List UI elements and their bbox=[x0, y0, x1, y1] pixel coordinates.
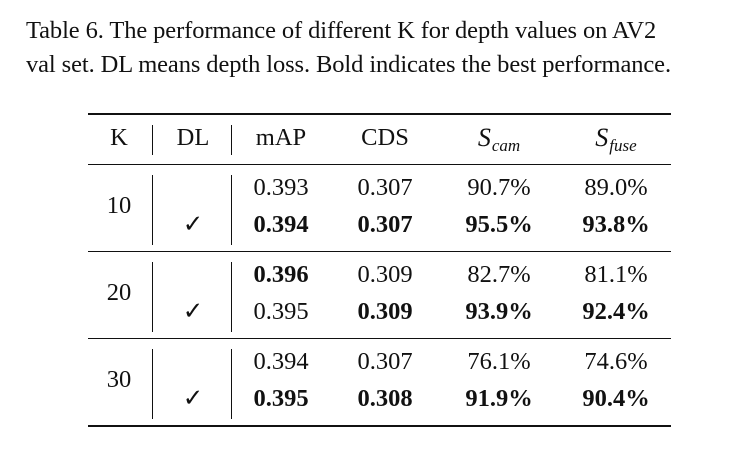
k-value: 10 bbox=[106, 192, 132, 219]
group-separator-1 bbox=[152, 175, 153, 245]
s-fuse-value: 90.4% bbox=[582, 385, 650, 412]
map-value: 0.396 bbox=[253, 261, 309, 288]
group-separator-1 bbox=[152, 262, 153, 332]
header-s-fuse-base: S bbox=[595, 123, 609, 152]
map-value: 0.394 bbox=[253, 211, 309, 238]
map-value: 0.395 bbox=[253, 385, 309, 412]
k-value: 30 bbox=[106, 366, 132, 393]
map-value: 0.393 bbox=[253, 174, 309, 201]
header-s-fuse: Sfuse bbox=[564, 123, 668, 156]
header-separator-1 bbox=[152, 125, 153, 155]
cds-value: 0.308 bbox=[357, 385, 413, 412]
top-rule bbox=[88, 113, 671, 115]
header-map: mAP bbox=[255, 124, 307, 151]
cds-value: 0.309 bbox=[357, 298, 413, 325]
s-fuse-value: 92.4% bbox=[582, 298, 650, 325]
group-separator-2 bbox=[231, 175, 232, 245]
s-fuse-value: 74.6% bbox=[584, 348, 648, 375]
header-s-cam-sub: cam bbox=[491, 136, 521, 155]
results-table: K DL mAP CDS Scam Sfuse 10 0.393 0.307 90.7… bbox=[88, 113, 671, 427]
cds-value: 0.309 bbox=[357, 261, 413, 288]
group-separator-2 bbox=[231, 262, 232, 332]
dl-check: ✓ bbox=[182, 385, 204, 412]
cds-value: 0.307 bbox=[357, 211, 413, 238]
s-cam-value: 95.5% bbox=[465, 211, 533, 238]
s-cam-value: 90.7% bbox=[467, 174, 531, 201]
table-caption: Table 6. The performance of different K … bbox=[26, 14, 738, 82]
caption-line-1: Table 6. The performance of different K … bbox=[26, 17, 657, 44]
group-rule-2 bbox=[88, 338, 671, 339]
header-dl: DL bbox=[176, 124, 210, 151]
header-k: K bbox=[110, 124, 128, 151]
s-fuse-value: 93.8% bbox=[582, 211, 650, 238]
group-separator-2 bbox=[231, 349, 232, 419]
dl-check: ✓ bbox=[182, 211, 204, 238]
k-value: 20 bbox=[106, 279, 132, 306]
header-cds: CDS bbox=[361, 124, 409, 151]
map-value: 0.394 bbox=[253, 348, 309, 375]
s-cam-value: 91.9% bbox=[465, 385, 533, 412]
s-cam-value: 76.1% bbox=[467, 348, 531, 375]
s-cam-value: 93.9% bbox=[465, 298, 533, 325]
group-separator-1 bbox=[152, 349, 153, 419]
cds-value: 0.307 bbox=[357, 174, 413, 201]
header-s-cam: Scam bbox=[448, 123, 550, 156]
dl-check: ✓ bbox=[182, 298, 204, 325]
map-value: 0.395 bbox=[253, 298, 309, 325]
cds-value: 0.307 bbox=[357, 348, 413, 375]
s-fuse-value: 81.1% bbox=[584, 261, 648, 288]
bottom-rule bbox=[88, 425, 671, 427]
group-rule-1 bbox=[88, 251, 671, 252]
header-rule bbox=[88, 164, 671, 165]
s-cam-value: 82.7% bbox=[467, 261, 531, 288]
header-s-cam-base: S bbox=[477, 123, 491, 152]
s-fuse-value: 89.0% bbox=[584, 174, 648, 201]
header-separator-2 bbox=[231, 125, 232, 155]
header-s-fuse-sub: fuse bbox=[609, 136, 637, 155]
caption-line-2: val set. DL means depth loss. Bold indic… bbox=[26, 51, 671, 78]
